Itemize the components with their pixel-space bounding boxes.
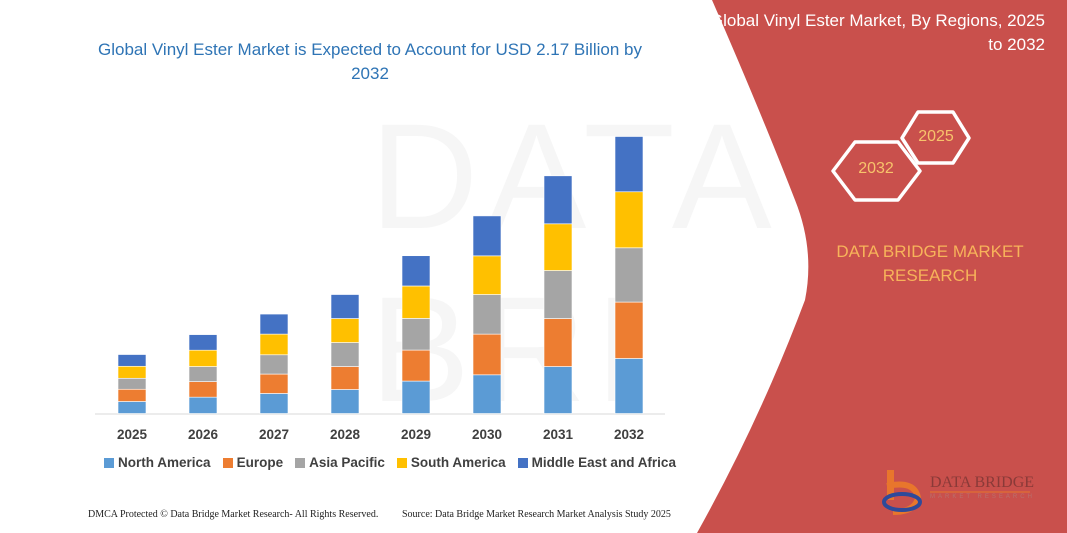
bar-segment-2027-middle-east-and-africa xyxy=(259,313,289,335)
bar-segment-2025-europe xyxy=(117,388,147,402)
bar-segment-2027-north-america xyxy=(259,393,289,414)
bar-segment-2027-europe xyxy=(259,373,289,394)
bar-segment-2029-asia-pacific xyxy=(401,318,431,351)
bar-segment-2031-europe xyxy=(543,318,573,367)
bar-segment-2027-asia-pacific xyxy=(259,354,289,375)
legend-swatch xyxy=(104,457,115,468)
bar-segment-2028-middle-east-and-africa xyxy=(330,294,360,319)
bar-segment-2030-asia-pacific xyxy=(472,294,502,335)
bar-segment-2026-middle-east-and-africa xyxy=(188,334,218,351)
logo-icon xyxy=(882,470,922,515)
hexagon-2032 xyxy=(831,140,922,202)
bar-segment-2028-europe xyxy=(330,366,360,390)
legend-swatch xyxy=(295,457,306,468)
bar-segment-2030-middle-east-and-africa xyxy=(472,215,502,257)
legend-item: Europe xyxy=(222,455,284,470)
bar-segment-2028-asia-pacific xyxy=(330,342,360,367)
bar-segment-2027-south-america xyxy=(259,333,289,356)
bar-segment-2028-south-america xyxy=(330,318,360,343)
legend-label: Asia Pacific xyxy=(309,455,385,470)
hexagon-2025 xyxy=(900,110,971,165)
bar-segment-2025-asia-pacific xyxy=(117,377,147,390)
x-tick-label: 2027 xyxy=(259,427,289,442)
bar-segment-2029-north-america xyxy=(401,380,431,414)
bar-segment-2029-south-america xyxy=(401,285,431,319)
bar-segment-2032-europe xyxy=(614,301,644,359)
x-tick-label: 2030 xyxy=(472,427,502,442)
brand-text: DATA BRIDGE MARKET RESEARCH xyxy=(836,242,1024,285)
bar-segment-2029-europe xyxy=(401,349,431,382)
legend-swatch xyxy=(396,457,407,468)
bar-segment-2032-asia-pacific xyxy=(614,247,644,303)
legend-swatch xyxy=(222,457,233,468)
x-tick-label: 2026 xyxy=(188,427,219,442)
hex-label-2025: 2025 xyxy=(918,128,954,145)
x-tick-label: 2032 xyxy=(614,427,644,442)
x-tick-label: 2031 xyxy=(543,427,574,442)
stacked-bar-chart: 2025 2026 2027 2028 2029 2030 2031 2032 xyxy=(95,136,665,442)
bar-segment-2030-europe xyxy=(472,333,502,376)
hex-label-2032: 2032 xyxy=(858,160,894,177)
bar-segment-2031-asia-pacific xyxy=(543,270,573,319)
bar-segment-2026-north-america xyxy=(188,396,218,414)
legend-label: Middle East and Africa xyxy=(531,455,676,470)
bar-segment-2031-middle-east-and-africa xyxy=(543,175,573,225)
legend: North America Europe Asia Pacific South Ame… xyxy=(60,455,720,470)
copyright-footer: DMCA Protected © Data Bridge Market Rese… xyxy=(88,509,379,520)
chart-title: Global Vinyl Ester Market is Expected to… xyxy=(98,40,642,83)
legend-item: Middle East and Africa xyxy=(517,455,676,470)
bar-segment-2032-south-america xyxy=(614,191,644,249)
panel-title: Global Vinyl Ester Market, By Regions, 2… xyxy=(709,11,1045,54)
logo-subtext: MARKET RESEARCH xyxy=(930,494,1035,500)
legend-label: South America xyxy=(410,455,506,470)
x-tick-label: 2028 xyxy=(330,427,361,442)
bar-segment-2026-asia-pacific xyxy=(188,366,218,382)
bar-segment-2026-europe xyxy=(188,381,218,398)
bar-segment-2032-north-america xyxy=(614,358,644,414)
x-tick-label: 2029 xyxy=(401,427,431,442)
legend-item: North America xyxy=(104,455,211,470)
x-tick-label: 2025 xyxy=(117,427,148,442)
bar-segment-2025-north-america xyxy=(117,401,147,414)
bar-segment-2032-middle-east-and-africa xyxy=(614,136,644,193)
bar-segment-2030-north-america xyxy=(472,374,502,414)
legend-swatch xyxy=(517,457,528,468)
bar-segment-2029-middle-east-and-africa xyxy=(401,255,431,287)
legend-label: Europe xyxy=(236,455,284,470)
legend-item: Asia Pacific xyxy=(295,455,385,470)
bar-segment-2031-north-america xyxy=(543,366,573,414)
bar-segment-2026-south-america xyxy=(188,349,218,367)
bar-segment-2025-middle-east-and-africa xyxy=(117,354,147,367)
bar-segment-2031-south-america xyxy=(543,223,573,271)
bar-segment-2030-south-america xyxy=(472,255,502,295)
source-footer: Source: Data Bridge Market Research Mark… xyxy=(402,509,671,520)
legend-label: North America xyxy=(118,455,211,470)
bar-segment-2025-south-america xyxy=(117,365,147,379)
legend-item: South America xyxy=(396,455,506,470)
panel-shape xyxy=(697,0,1067,533)
bar-segment-2028-north-america xyxy=(330,389,360,414)
logo-text: DATA BRIDGE xyxy=(930,474,1035,491)
